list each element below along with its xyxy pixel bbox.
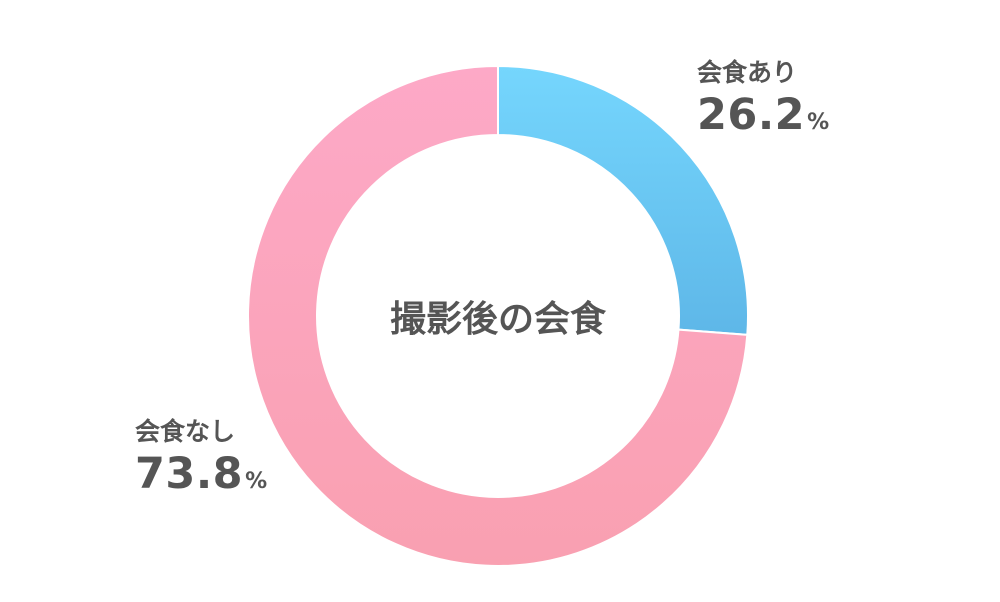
slice-label-name: 会食あり xyxy=(697,58,798,87)
chart-center-title: 撮影後の会食 xyxy=(389,299,607,340)
slice-label-value: 26.2% xyxy=(697,94,830,137)
donut-slice-0 xyxy=(497,64,749,336)
slice-value-number: 73.8 xyxy=(135,449,244,499)
slice-label-without-dinner: 会食なし 73.8% xyxy=(135,419,268,496)
slices-group xyxy=(247,64,749,567)
donut-slice-1 xyxy=(247,64,749,567)
slice-value-number: 26.2 xyxy=(697,90,806,140)
slice-label-name: 会食なし xyxy=(135,417,236,446)
slice-value-unit: % xyxy=(245,469,268,494)
slice-value-unit: % xyxy=(807,110,830,135)
slice-label-value: 73.8% xyxy=(135,453,268,496)
slice-label-with-dinner: 会食あり 26.2% xyxy=(697,60,830,137)
